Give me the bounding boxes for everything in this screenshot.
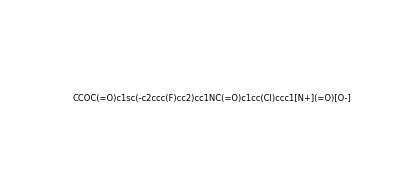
- Text: CCOC(=O)c1sc(-c2ccc(F)cc2)cc1NC(=O)c1cc(Cl)ccc1[N+](=O)[O-]: CCOC(=O)c1sc(-c2ccc(F)cc2)cc1NC(=O)c1cc(…: [72, 94, 351, 103]
